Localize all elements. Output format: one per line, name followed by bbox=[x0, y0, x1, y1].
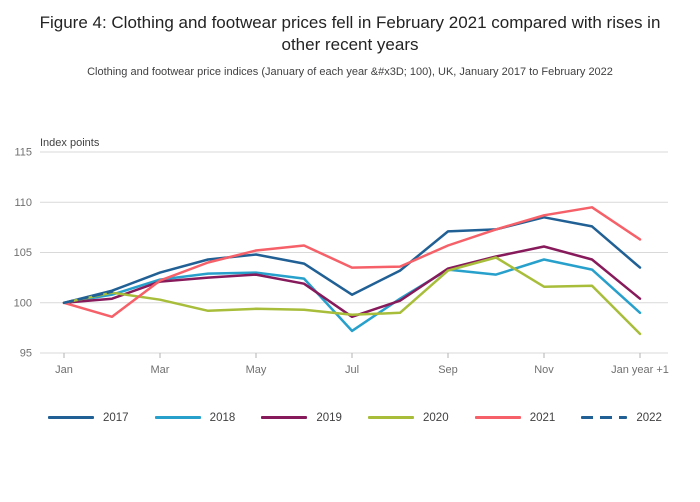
legend-item-2017[interactable]: 2017 bbox=[48, 412, 129, 424]
legend-swatch-2019 bbox=[261, 416, 308, 420]
legend-swatch-2020 bbox=[368, 416, 415, 420]
legend-swatch-2022 bbox=[581, 416, 628, 420]
legend-label-2021: 2021 bbox=[529, 411, 556, 424]
legend-label-2020: 2020 bbox=[423, 411, 449, 424]
legend-item-2019[interactable]: 2019 bbox=[261, 412, 342, 424]
legend-swatch-2018 bbox=[154, 416, 201, 420]
x-axis-tick-label: Jan bbox=[55, 364, 73, 376]
series-line-2022 bbox=[62, 290, 114, 304]
legend-item-2018[interactable]: 2018 bbox=[154, 411, 236, 424]
y-axis-tick-label: 105 bbox=[14, 247, 32, 259]
legend-label-2022: 2022 bbox=[636, 411, 662, 424]
x-axis-tick-label: Jan year +1 bbox=[611, 364, 669, 376]
y-axis-title: Index points bbox=[40, 138, 100, 149]
x-axis-tick-label: Sep bbox=[438, 364, 458, 376]
y-axis-tick-label: 110 bbox=[14, 197, 32, 209]
chart-legend: 2017 2018 2019 2020 2021 2022 bbox=[48, 412, 662, 424]
legend-item-2022[interactable]: 2022 bbox=[581, 412, 662, 424]
x-axis-tick-label: Jul bbox=[345, 364, 359, 376]
x-axis-tick-label: Mar bbox=[151, 364, 170, 376]
x-axis-tick-label: May bbox=[246, 364, 267, 376]
legend-item-2020[interactable]: 2020 bbox=[368, 412, 449, 424]
legend-label-2019: 2019 bbox=[316, 411, 342, 424]
y-axis-tick-label: 115 bbox=[14, 146, 32, 158]
legend-swatch-2017 bbox=[48, 416, 94, 420]
legend-item-2021[interactable]: 2021 bbox=[474, 411, 556, 424]
legend-label-2018: 2018 bbox=[209, 411, 236, 424]
y-axis-tick-label: 95 bbox=[20, 347, 32, 359]
line-chart: 95 100 105 110 115 Index points Jan Mar May Jul Se… bbox=[14, 138, 669, 376]
series-line-2021 bbox=[62, 205, 642, 318]
figure-title: Figure 4: Clothing and footwear prices f… bbox=[39, 13, 661, 55]
series-line-2017 bbox=[62, 215, 642, 304]
legend-swatch-2021 bbox=[474, 416, 521, 420]
y-axis-tick-label: 100 bbox=[14, 297, 32, 309]
legend-label-2017: 2017 bbox=[103, 411, 129, 424]
figure-subtitle: Clothing and footwear price indices (Jan… bbox=[87, 65, 613, 78]
series-line-2020 bbox=[62, 256, 642, 336]
x-axis-tick-label: Nov bbox=[534, 364, 554, 376]
